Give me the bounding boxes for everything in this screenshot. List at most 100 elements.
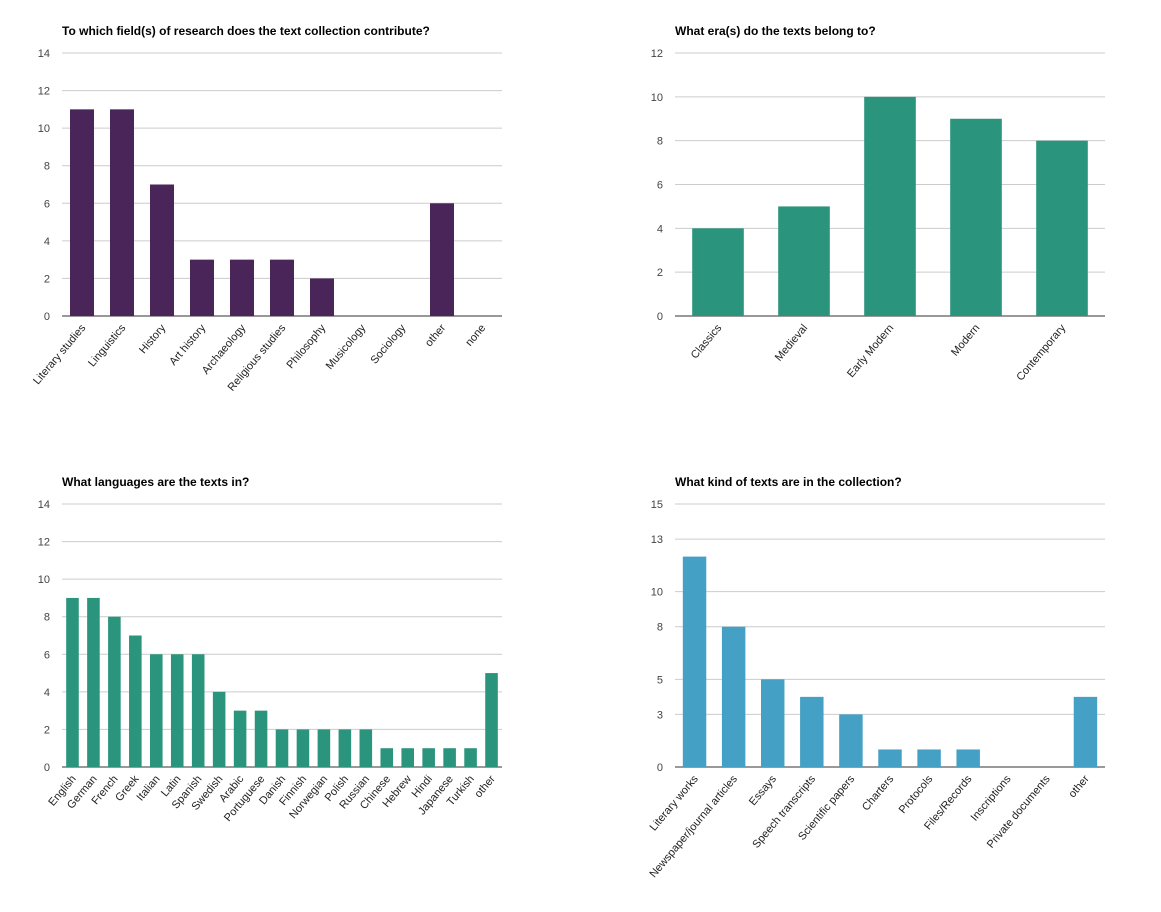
bar <box>66 597 79 767</box>
y-tick-label: 8 <box>44 612 50 624</box>
y-tick-label: 14 <box>38 48 50 60</box>
bar <box>401 748 414 767</box>
bar <box>87 597 100 767</box>
x-tick-label: Modern <box>949 322 982 358</box>
y-tick-label: 4 <box>657 223 663 235</box>
chart-panel-fields: To which field(s) of research does the t… <box>31 24 502 424</box>
bar <box>380 748 394 767</box>
x-tick-label: Essays <box>747 773 779 808</box>
bar <box>1073 696 1098 767</box>
y-tick-label: 4 <box>44 236 50 248</box>
bar <box>464 748 477 767</box>
bar <box>682 556 707 767</box>
bar <box>956 749 980 767</box>
x-tick-label: Philosophy <box>285 322 329 371</box>
y-tick-label: 12 <box>38 86 50 98</box>
chart-panel-text-kinds: What kind of texts are in the collection… <box>647 475 1105 895</box>
chart-eras: 0 2 4 6 8 10 12 Classics Medieval Early Modern Mod… <box>651 48 1105 383</box>
bar <box>150 184 174 316</box>
bar <box>310 278 334 316</box>
y-tick-label: 3 <box>657 709 663 721</box>
y-tick-label: 10 <box>38 123 50 135</box>
bar <box>212 691 226 767</box>
x-tick-label: Musicology <box>324 322 369 372</box>
chart-title: What era(s) do the texts belong to? <box>675 24 876 38</box>
bar <box>864 96 916 316</box>
x-tick-label: other <box>473 773 499 800</box>
bar <box>1036 140 1088 316</box>
bar <box>296 729 310 767</box>
y-tick-label: 15 <box>651 499 663 511</box>
bar <box>692 228 744 316</box>
bar <box>443 748 456 767</box>
x-tick-label: Charters <box>860 773 897 813</box>
x-tick-label: Art history <box>167 322 208 368</box>
bar <box>254 710 268 767</box>
x-tick-label: other <box>423 322 449 349</box>
bar <box>190 259 214 316</box>
y-tick-label: 0 <box>44 311 50 323</box>
x-tick-label: History <box>137 322 169 356</box>
bar <box>950 118 1002 316</box>
x-tick-label: Sociology <box>368 322 408 367</box>
bar <box>778 206 830 316</box>
bar <box>170 654 184 767</box>
y-tick-label: 10 <box>651 92 663 104</box>
y-tick-label: 10 <box>651 587 663 599</box>
x-tick-label: Medieval <box>773 322 810 363</box>
bar <box>485 673 498 767</box>
bar <box>917 749 941 767</box>
x-tick-label: Classics <box>689 322 725 361</box>
x-tick-label: Italian <box>135 773 163 803</box>
y-tick-label: 2 <box>44 724 50 736</box>
y-tick-label: 8 <box>657 622 663 634</box>
x-tick-label: Contemporary <box>1014 322 1068 383</box>
bar <box>70 109 94 316</box>
chart-panel-eras: What era(s) do the texts belong to? 0 2 4 6… <box>651 24 1105 424</box>
x-tick-label: Protocols <box>897 773 936 816</box>
y-tick-label: 8 <box>657 136 663 148</box>
chart-title: What languages are the texts in? <box>62 475 250 489</box>
bar <box>108 616 121 767</box>
bar <box>129 635 142 767</box>
x-tick-label: other <box>1066 773 1092 800</box>
bar <box>191 654 205 767</box>
y-tick-label: 0 <box>657 762 663 774</box>
bar <box>800 696 824 767</box>
y-tick-label: 4 <box>44 687 50 699</box>
bar <box>233 710 247 767</box>
y-tick-label: 5 <box>657 674 663 686</box>
bar <box>230 259 254 316</box>
chart-title: To which field(s) of research does the t… <box>62 24 430 38</box>
y-tick-label: 0 <box>44 762 50 774</box>
y-tick-label: 10 <box>38 574 50 586</box>
x-tick-label: Linguistics <box>86 322 129 369</box>
bar <box>422 748 435 767</box>
bar <box>359 729 373 767</box>
bar <box>721 626 746 767</box>
y-tick-label: 8 <box>44 161 50 173</box>
chart-panel-languages: What languages are the texts in? 0 2 4 6 8 10… <box>38 475 502 875</box>
x-tick-label: none <box>463 322 488 348</box>
bar <box>110 109 134 316</box>
chart-title: What kind of texts are in the collection… <box>675 475 902 489</box>
y-tick-label: 6 <box>657 180 663 192</box>
bar <box>430 203 454 316</box>
bar <box>317 729 331 767</box>
y-tick-label: 0 <box>657 311 663 323</box>
x-tick-label: Early Modern <box>845 322 896 380</box>
y-tick-label: 6 <box>44 198 50 210</box>
y-tick-label: 14 <box>38 499 50 511</box>
bar <box>839 714 863 767</box>
y-tick-label: 13 <box>651 534 663 546</box>
y-tick-label: 12 <box>38 537 50 549</box>
y-tick-label: 2 <box>657 267 663 279</box>
bar <box>761 679 785 767</box>
bar <box>150 654 163 767</box>
y-tick-label: 2 <box>44 273 50 285</box>
x-tick-label: Literary studies <box>31 322 88 387</box>
bar <box>338 729 352 767</box>
y-tick-label: 6 <box>44 649 50 661</box>
